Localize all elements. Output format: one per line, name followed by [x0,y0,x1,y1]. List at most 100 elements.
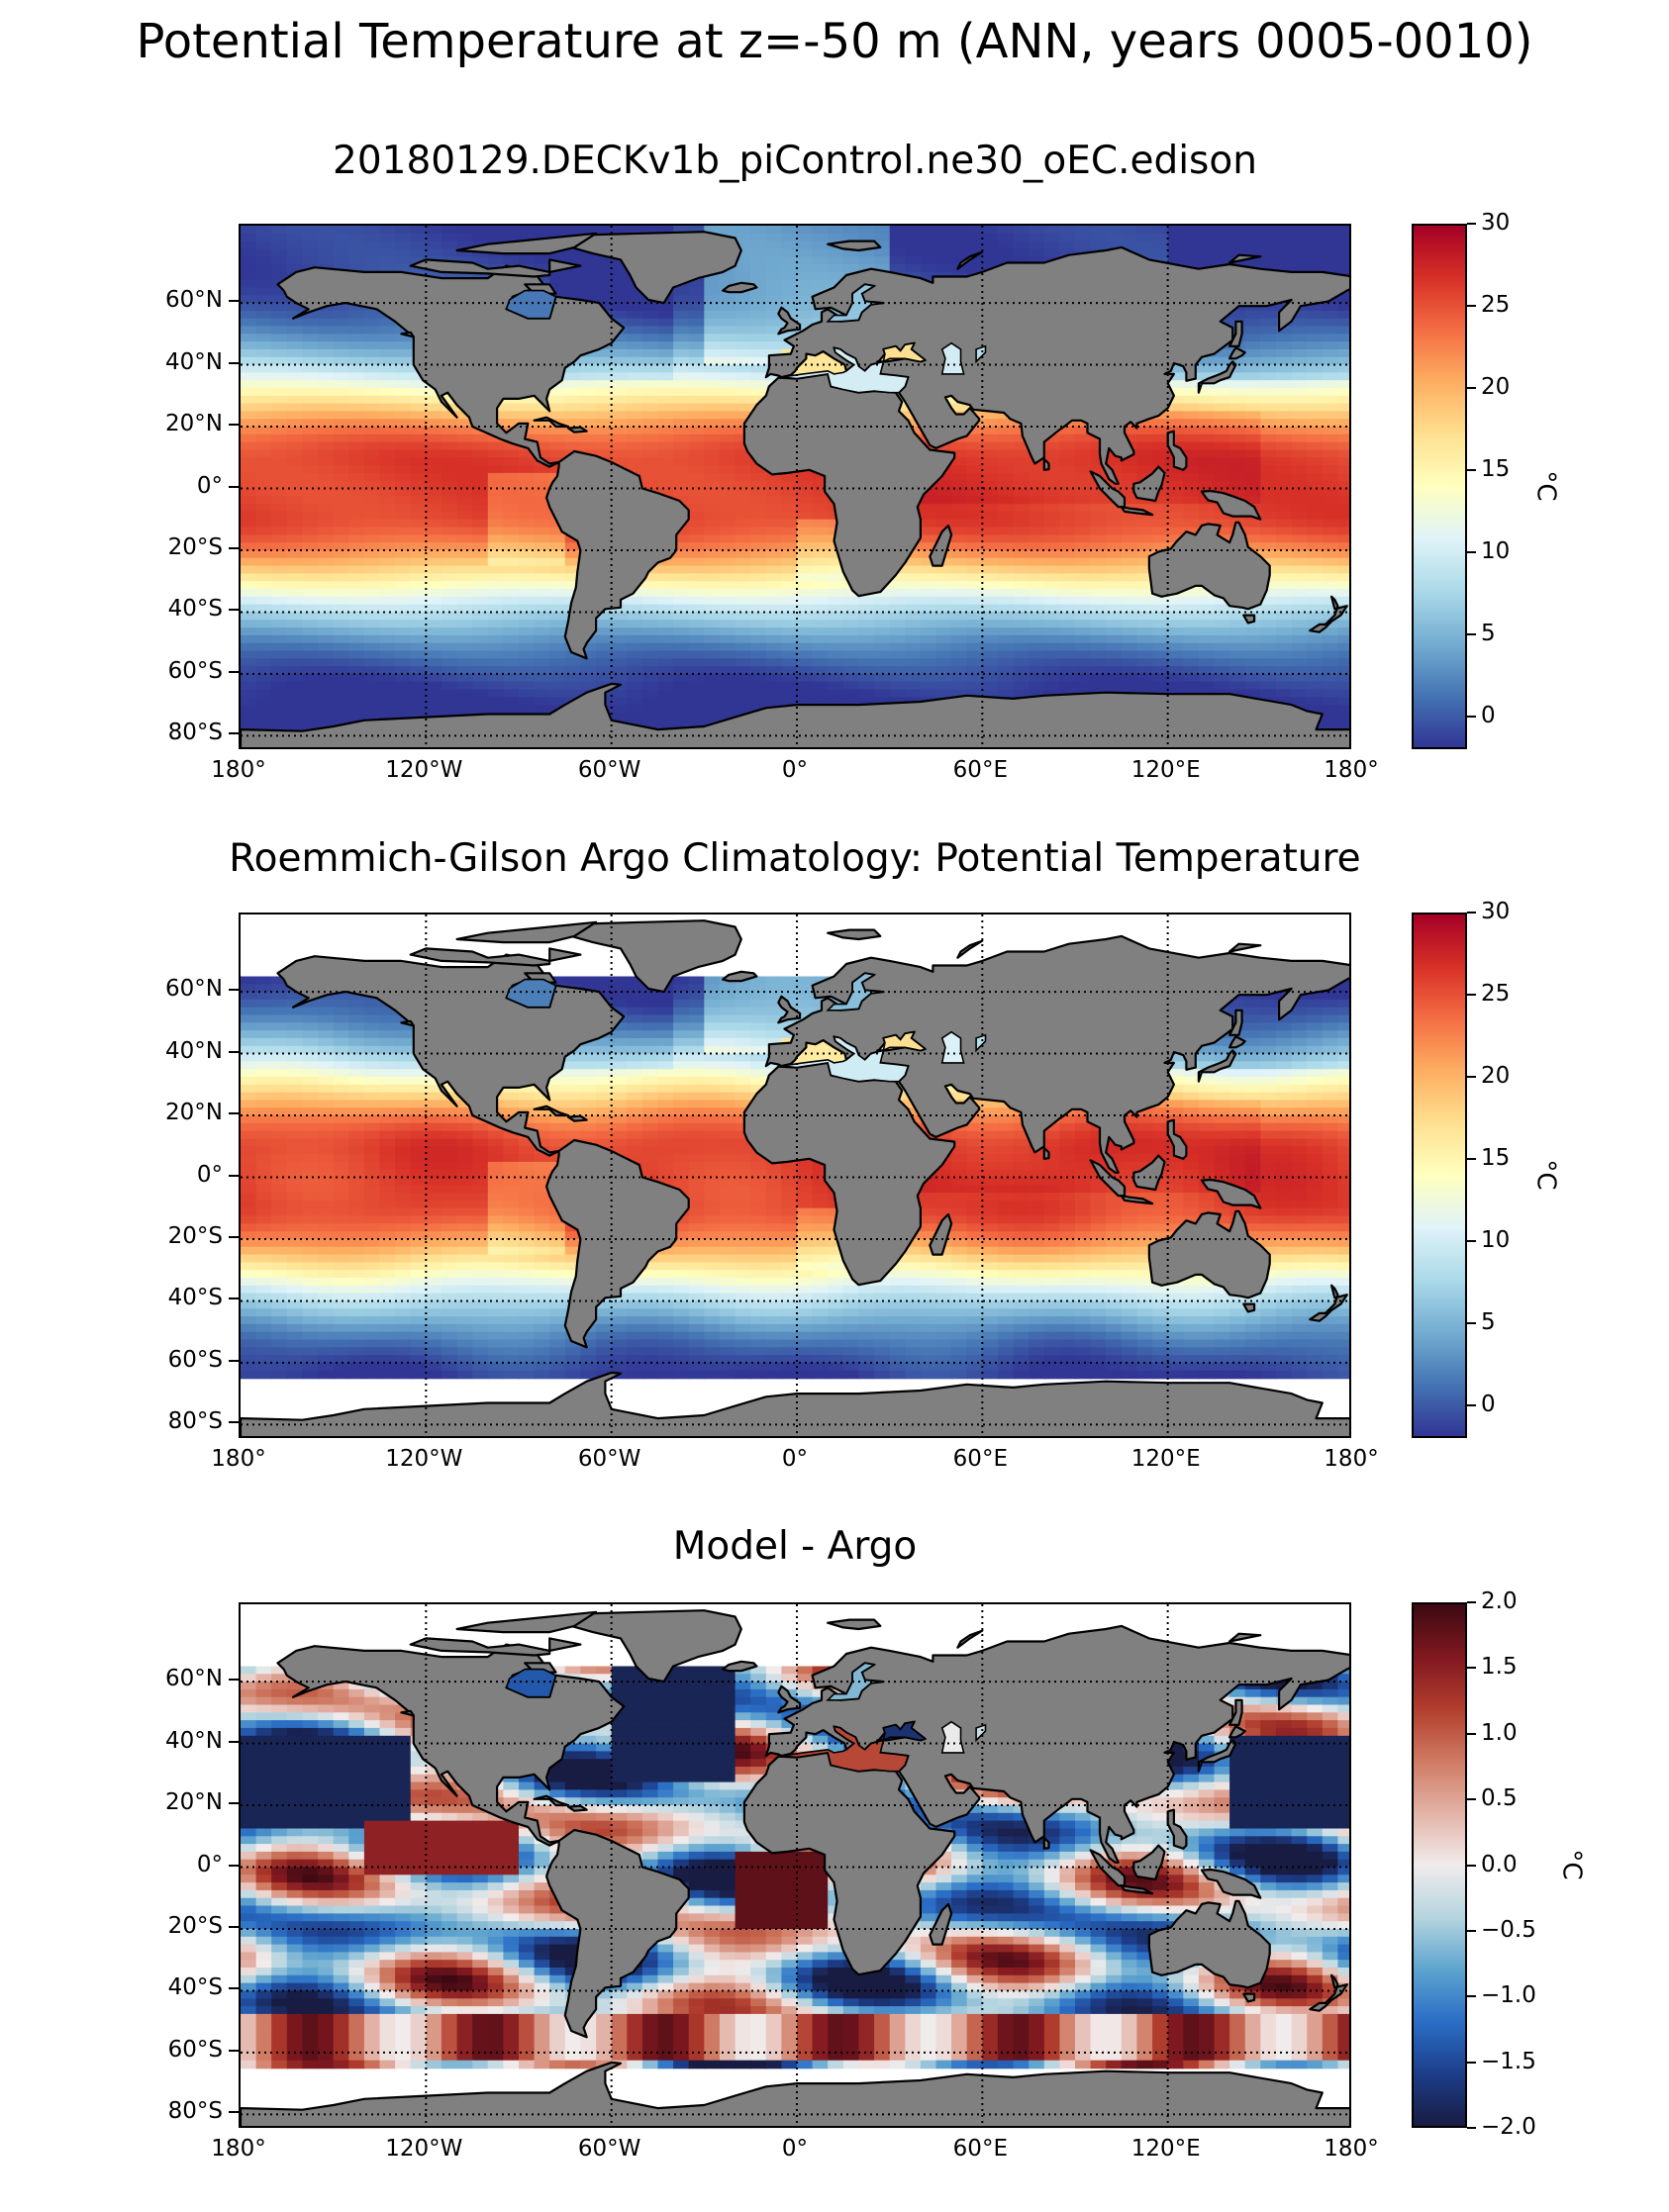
field-cell [580,419,597,428]
field-cell [982,527,999,536]
field-cell [812,488,829,498]
field-cell [966,634,984,644]
field-cell [333,348,350,358]
field-cell [1043,573,1061,582]
field-cell [1275,658,1293,667]
field-cell [1337,310,1349,320]
field-cell [812,519,829,529]
field-cell [673,642,690,652]
field-cell [286,681,304,691]
field-cell [688,557,706,567]
field-cell [735,295,751,304]
field-cell [641,642,659,652]
field-cell [534,642,550,652]
field-cell [641,620,659,628]
field-cell [549,550,566,559]
field-cell [271,465,288,474]
lat-tick-mark [229,424,239,427]
field-cell [379,581,396,590]
field-cell [363,713,381,721]
field-cell [1275,457,1293,466]
field-cell [286,642,304,652]
field-cell [255,449,272,459]
field-cell [426,596,442,606]
field-cell [302,480,319,490]
field-cell [982,666,999,675]
field-cell [519,403,536,413]
field-cell [982,427,999,435]
field-cell [271,604,288,614]
field-cell [333,488,350,498]
field-cell [379,380,396,389]
field-cell [781,341,798,350]
field-cell [1322,403,1339,413]
field-cell [286,472,304,482]
field-cell [487,596,505,606]
field-cell [1307,488,1324,498]
field-cell [1167,534,1185,543]
field-cell [765,271,783,281]
field-cell [1337,620,1349,628]
field-cell [286,356,304,366]
field-cell [704,334,721,342]
field-cell [673,295,690,304]
field-cell [410,226,428,235]
field-cell [1244,527,1262,536]
field-cell [1275,627,1293,636]
field-cell [688,627,706,636]
field-cell [735,441,751,451]
field-cell [302,720,319,729]
field-cell [241,604,257,614]
field-cell [1029,634,1045,644]
field-cell [750,634,767,644]
field-cell [611,705,629,714]
field-cell [348,519,365,529]
field-cell [487,673,505,683]
field-cell [255,627,272,636]
field-cell [255,620,272,628]
field-cell [704,419,721,428]
field-cell [966,441,984,451]
field-cell [982,620,999,628]
field-cell [286,496,304,505]
field-cell [641,433,659,443]
field-cell [858,634,875,644]
field-cell [1090,527,1107,536]
field-cell [1229,441,1246,451]
field-cell [1322,550,1339,559]
field-cell [765,279,783,289]
field-cell [750,334,767,342]
field-cell [1307,697,1324,706]
field-cell [1167,620,1185,628]
field-cell [564,403,582,413]
field-cell [441,596,458,606]
field-cell [395,642,412,652]
field-cell [1043,589,1061,598]
field-cell [1075,589,1092,598]
field-cell [935,642,952,652]
field-cell [704,411,721,420]
field-cell [487,627,505,636]
colorbar-tick-label: 30 [1481,210,1511,236]
field-cell [1090,658,1107,667]
field-cell [1322,395,1339,405]
land-polygon [1242,614,1256,625]
field-cell [318,666,335,675]
field-cell [395,573,412,582]
field-cell [704,511,721,521]
field-cell [812,581,829,590]
field-cell [966,496,984,505]
field-cell [1291,457,1308,466]
field-cell [333,542,350,551]
field-cell [1291,612,1308,621]
field-cell [704,341,721,350]
field-cell [534,673,550,683]
field-cell [271,256,288,265]
field-cell [735,666,751,675]
field-cell [395,550,412,559]
field-cell [812,511,829,521]
field-cell [997,233,1015,242]
field-cell [271,433,288,443]
field-cell [1244,256,1262,265]
field-cell [271,341,288,350]
